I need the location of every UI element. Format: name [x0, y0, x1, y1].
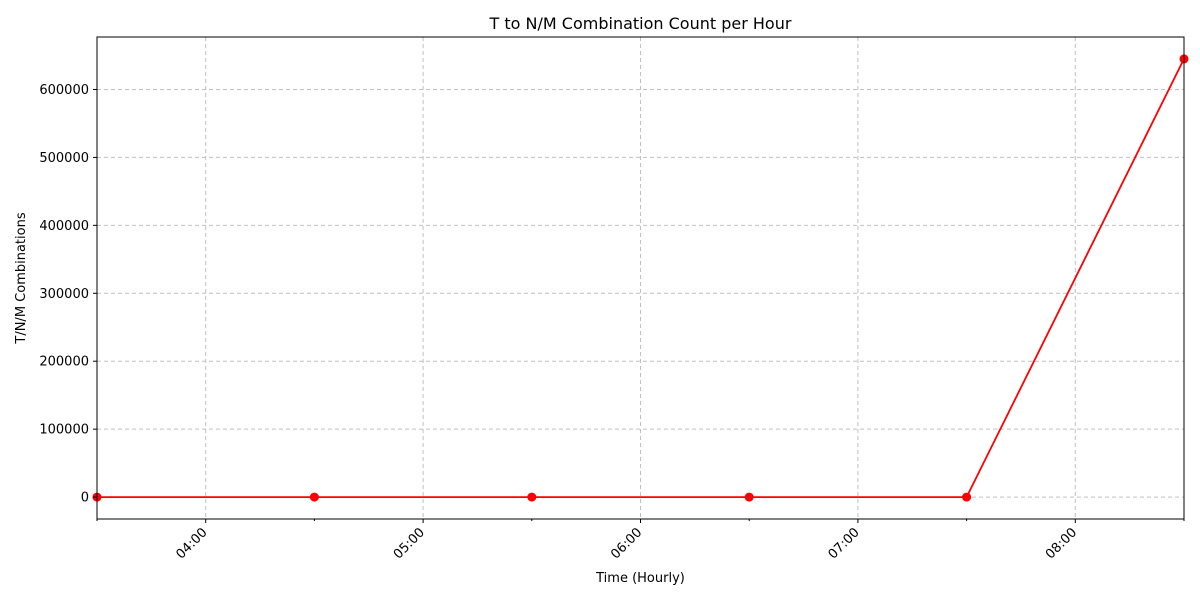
x-tick-label: 07:00: [826, 525, 863, 562]
y-tick-label: 400000: [39, 219, 89, 234]
x-tick-label: 05:00: [391, 525, 428, 562]
x-tick-label: 08:00: [1043, 525, 1080, 562]
y-tick-label: 100000: [39, 423, 89, 438]
y-tick-label: 0: [81, 491, 89, 506]
x-axis: 04:00 05:00 06:00 07:00 08:00: [96, 519, 1185, 562]
y-tick-label: 200000: [39, 355, 89, 370]
y-axis: 0 100000 200000 300000 400000 500000 600000: [39, 83, 97, 506]
data-point: [962, 492, 972, 502]
series-layer: [92, 54, 1189, 502]
x-tick-label: 04:00: [173, 525, 210, 562]
chart-title: T to N/M Combination Count per Hour: [489, 14, 792, 33]
data-point: [527, 492, 537, 502]
x-axis-label: Time (Hourly): [595, 571, 685, 586]
series-line: [97, 58, 1185, 498]
y-tick-label: 500000: [39, 151, 89, 166]
data-point: [744, 492, 754, 502]
y-tick-label: 600000: [39, 83, 89, 98]
grid-lines: [97, 37, 1184, 519]
x-tick-label: 06:00: [608, 525, 645, 562]
data-point: [309, 492, 319, 502]
y-tick-label: 300000: [39, 287, 89, 302]
y-axis-label: T/N/M Combinations: [14, 212, 29, 344]
